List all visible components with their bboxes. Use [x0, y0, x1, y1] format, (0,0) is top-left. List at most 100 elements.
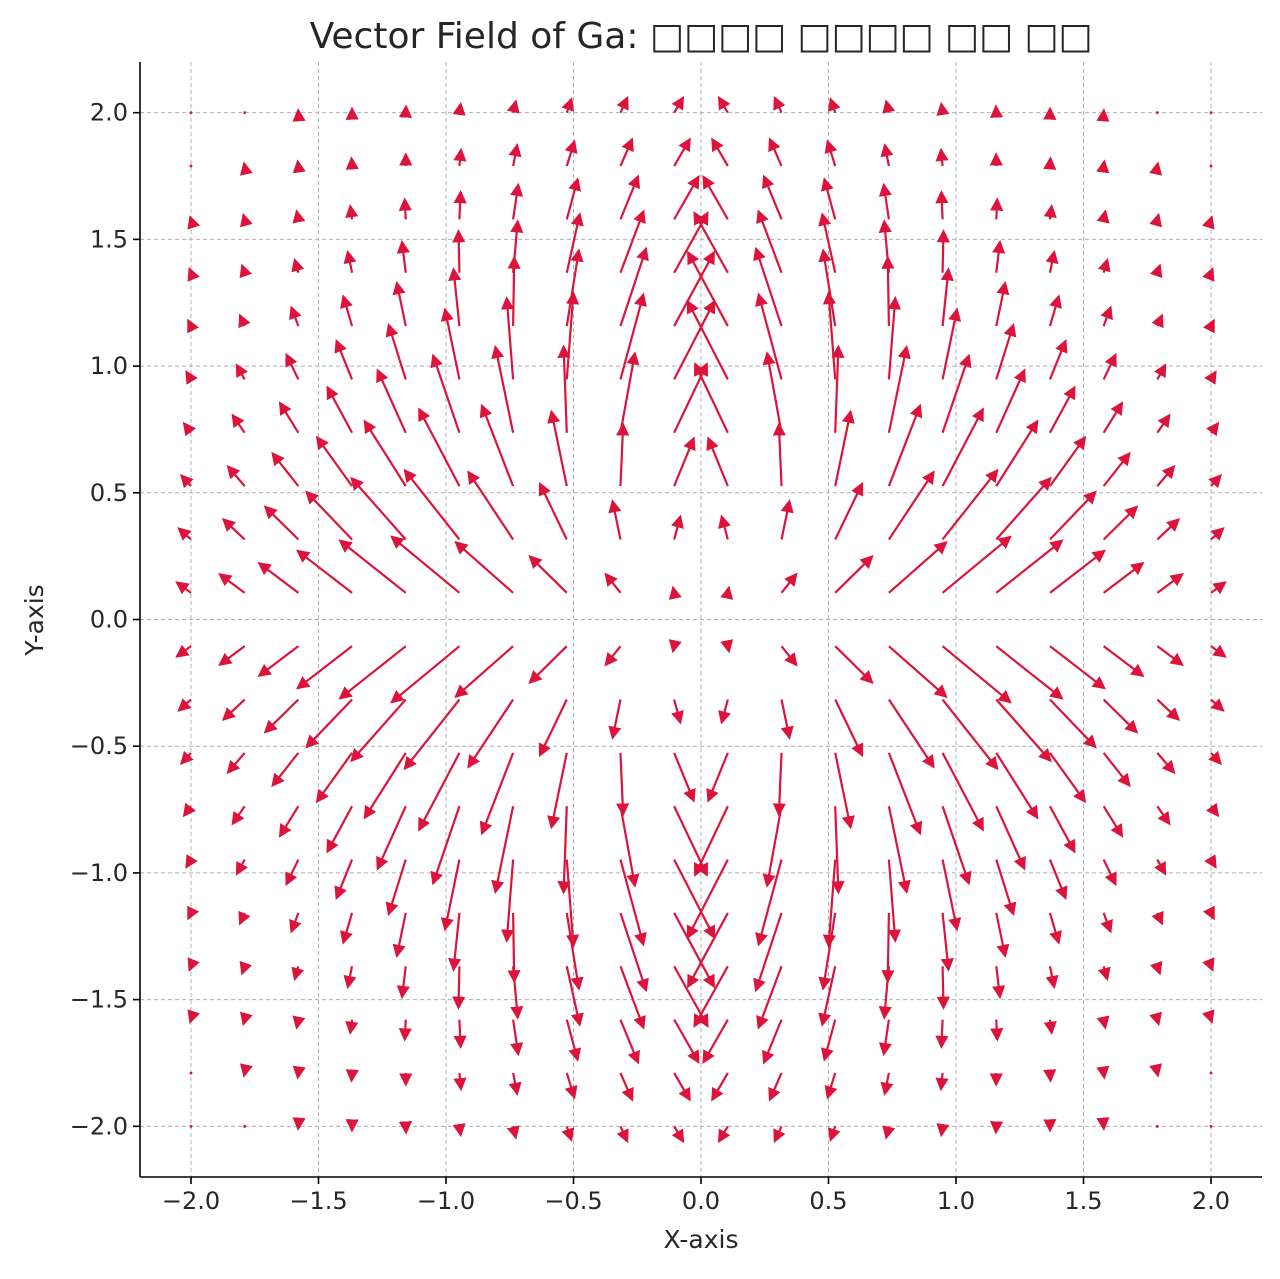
- vector-arrow: [513, 913, 514, 981]
- vector-arrow: [1211, 269, 1212, 273]
- vector-arrow: [273, 753, 299, 786]
- vector-arrow: [695, 806, 728, 875]
- vector-arrow: [228, 753, 245, 773]
- vector-arrow: [337, 341, 353, 379]
- vector-arrow: [1157, 860, 1165, 874]
- vector-arrow: [886, 101, 889, 112]
- x-tick-label: −0.5: [544, 1187, 602, 1215]
- vector-arrow: [540, 700, 567, 756]
- vector-arrow: [889, 406, 920, 486]
- vector-arrow: [620, 98, 627, 113]
- y-tick-label: −1.5: [70, 986, 128, 1014]
- vector-arrow: [674, 139, 690, 166]
- vector-arrow: [674, 753, 694, 801]
- vector-arrow: [233, 415, 245, 432]
- vector-arrow: [996, 325, 1013, 379]
- vector-arrow-dot: [1156, 1125, 1159, 1128]
- vector-arrow: [835, 412, 850, 486]
- vector-arrow: [941, 1073, 943, 1089]
- vector-arrow: [606, 574, 621, 593]
- vector-arrow: [343, 913, 352, 943]
- vector-arrow: [712, 139, 728, 166]
- vector-arrow: [1050, 296, 1059, 326]
- vector-arrow: [482, 753, 513, 833]
- vector-arrow: [242, 966, 245, 973]
- vector-arrow: [419, 753, 459, 830]
- vector-arrow: [459, 104, 460, 113]
- vector-arrow: [295, 966, 299, 979]
- vector-arrow: [1211, 753, 1221, 764]
- y-tick-label: −2.0: [70, 1112, 128, 1140]
- vector-arrow: [889, 646, 946, 696]
- vector-arrow: [606, 646, 621, 665]
- vector-arrow: [620, 806, 634, 885]
- x-tick-label: 0.0: [682, 1187, 720, 1215]
- vector-arrow: [767, 806, 781, 885]
- vector-arrow: [1157, 266, 1160, 273]
- vector-arrow: [1050, 913, 1059, 943]
- vector-arrow: [889, 298, 895, 379]
- vector-arrow: [224, 520, 245, 540]
- vector-arrow: [340, 646, 406, 698]
- vector-arrow: [389, 325, 406, 379]
- vector-arrow: [1157, 646, 1182, 664]
- vector-arrow: [764, 1020, 782, 1063]
- vector-arrow: [1157, 753, 1174, 773]
- vector-arrow: [884, 221, 889, 272]
- vector-arrow: [307, 492, 352, 539]
- vector-arrow: [297, 211, 299, 219]
- vector-arrow: [513, 145, 517, 166]
- vector-arrow: [943, 470, 998, 539]
- vector-arrow: [530, 646, 567, 682]
- vector-arrow: [179, 529, 191, 540]
- vector-arrow-dot: [243, 1125, 246, 1128]
- y-axis-label: Y-axis: [20, 584, 49, 656]
- vector-arrow: [996, 200, 997, 220]
- vector-arrow: [782, 700, 790, 738]
- vector-arrow: [770, 139, 782, 166]
- chart-title: Vector Field of Ga: □□□□ □□□□ □□ □□: [310, 16, 1093, 57]
- vector-arrow: [1211, 529, 1223, 540]
- vector-arrow-dot: [1210, 1072, 1213, 1075]
- vector-arrow: [996, 806, 1024, 868]
- vector-arrow: [352, 478, 406, 539]
- vector-arrow: [1157, 215, 1158, 219]
- vector-arrow: [459, 1020, 460, 1047]
- vector-arrow: [567, 1020, 578, 1060]
- vector-arrow: [567, 179, 578, 219]
- vector-arrow: [295, 260, 299, 273]
- vector-arrow: [620, 753, 623, 815]
- vector-arrow-dot: [243, 111, 246, 114]
- vector-arrow: [291, 913, 298, 932]
- vector-arrow: [996, 478, 1050, 539]
- vector-arrow: [889, 347, 907, 433]
- vector-arrow: [177, 583, 191, 593]
- vector-arrow: [719, 1126, 728, 1141]
- vector-arrow: [495, 806, 513, 892]
- vector-arrow: [350, 1020, 352, 1033]
- vector-arrow: [835, 484, 862, 540]
- vector-arrow: [179, 700, 191, 711]
- vector-arrow: [298, 551, 352, 593]
- vector-arrow: [397, 913, 406, 956]
- vector-arrow: [177, 646, 191, 656]
- vector-arrow: [719, 98, 728, 113]
- vector-arrow: [402, 242, 406, 273]
- vector-arrow: [220, 646, 245, 664]
- vector-arrow: [1104, 753, 1130, 786]
- vector-arrow: [352, 158, 353, 166]
- vector-arrow: [996, 753, 1037, 818]
- vector-arrow: [567, 99, 572, 112]
- vector-arrow: [405, 1020, 406, 1040]
- vector-arrow: [943, 646, 1011, 702]
- vector-arrow: [1050, 158, 1051, 166]
- vector-arrow: [242, 266, 245, 273]
- vector-arrow: [365, 421, 406, 486]
- vector-arrow: [1157, 415, 1169, 432]
- vector-arrow: [291, 308, 298, 327]
- vector-arrow: [943, 310, 957, 380]
- vector-arrow: [889, 542, 946, 592]
- vector-arrow: [674, 700, 680, 723]
- vector-arrow: [459, 150, 461, 166]
